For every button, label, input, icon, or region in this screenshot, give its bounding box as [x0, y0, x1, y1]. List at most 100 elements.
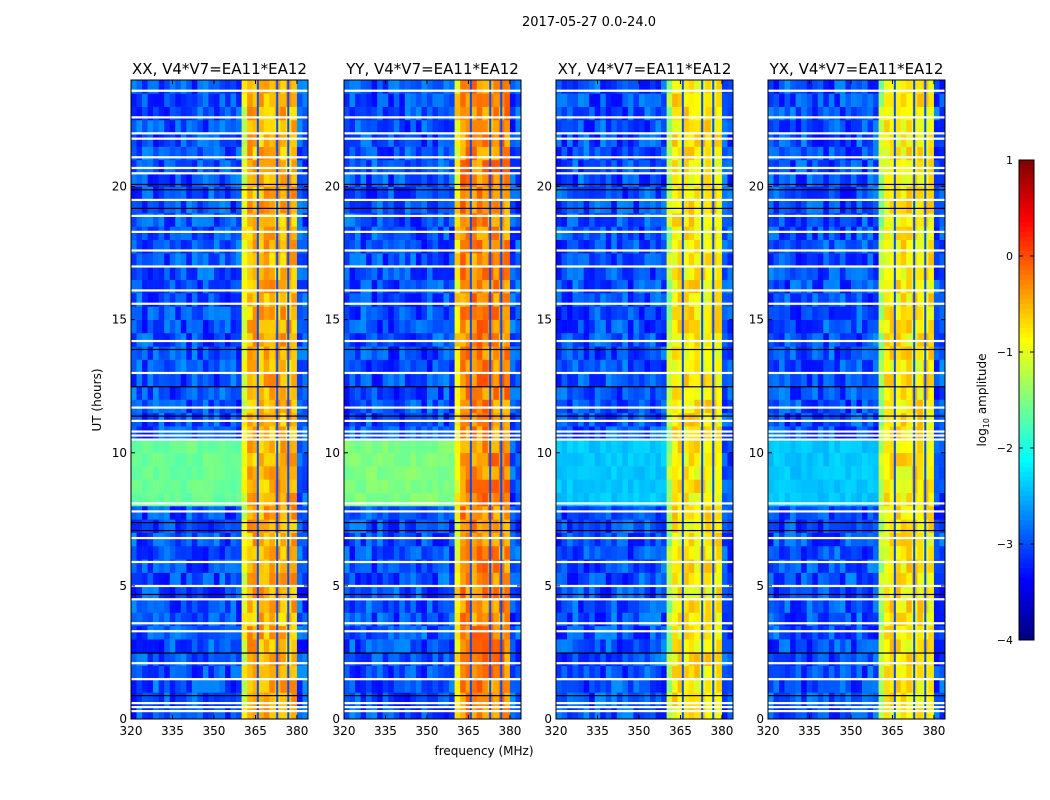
- heatmap-cell: [561, 572, 568, 587]
- heatmap-cell: [258, 572, 265, 587]
- heatmap-cell: [716, 279, 723, 294]
- heatmap-cell: [142, 412, 148, 427]
- y-tick-label: 15: [537, 313, 552, 327]
- heatmap-cell: [197, 692, 204, 706]
- heatmap-cell: [705, 625, 712, 640]
- heatmap-cell: [705, 492, 712, 507]
- heatmap-cell: [666, 226, 673, 241]
- heatmap-cell: [817, 652, 824, 667]
- heatmap-cell: [504, 705, 511, 720]
- heatmap-cell: [600, 599, 607, 613]
- heatmap-cell: [672, 492, 678, 507]
- heatmap-cell: [164, 585, 171, 600]
- heatmap-cell: [567, 306, 573, 320]
- heatmap-cell: [291, 532, 298, 547]
- heatmap-cell: [705, 346, 712, 360]
- heatmap-cell: [515, 399, 522, 414]
- heatmap-cell: [302, 306, 309, 320]
- heatmap-cell: [622, 119, 629, 134]
- heatmap-cell: [236, 466, 242, 480]
- heatmap-cell: [142, 506, 148, 520]
- heatmap-cell: [677, 159, 684, 174]
- heatmap-cell: [633, 253, 640, 267]
- heatmap-cell: [556, 119, 562, 134]
- heatmap-cell: [410, 239, 417, 254]
- heatmap-cell: [280, 506, 287, 520]
- heatmap-cell: [180, 612, 187, 627]
- heatmap-cell: [153, 439, 159, 454]
- heatmap-cell: [443, 412, 450, 427]
- flagged-row: [556, 434, 733, 437]
- heatmap-cell: [465, 173, 472, 187]
- heatmap-cell: [644, 319, 651, 334]
- heatmap-cell: [404, 506, 411, 520]
- heatmap-cell: [377, 519, 384, 533]
- heatmap-cell: [225, 692, 231, 706]
- heatmap-cell: [136, 612, 143, 627]
- heatmap-cell: [578, 346, 584, 360]
- heatmap-cell: [438, 186, 444, 201]
- heatmap-cell: [263, 306, 270, 320]
- heatmap-cell: [175, 159, 182, 174]
- heatmap-cell: [567, 532, 573, 547]
- heatmap-cell: [213, 93, 220, 107]
- heatmap-cell: [482, 293, 489, 307]
- heatmap-cell: [377, 479, 384, 493]
- heatmap-cell: [388, 545, 395, 560]
- heatmap-cell: [404, 346, 411, 360]
- heatmap-cell: [355, 226, 361, 241]
- heatmap-cell: [655, 106, 662, 121]
- heatmap-cell: [727, 133, 734, 147]
- heatmap-cell: [672, 705, 678, 720]
- heatmap-cell: [666, 599, 673, 613]
- heatmap-cell: [175, 399, 182, 414]
- heatmap-cell: [515, 119, 522, 134]
- heatmap-cell: [768, 665, 774, 680]
- heatmap-cell: [666, 186, 673, 201]
- heatmap-cell: [443, 80, 450, 94]
- x-tick-label: 335: [374, 724, 397, 738]
- heatmap-cell: [241, 705, 248, 720]
- heatmap-cell: [616, 80, 623, 94]
- heatmap-cell: [219, 279, 226, 294]
- heatmap-cell: [202, 173, 209, 187]
- heatmap-cell: [683, 173, 690, 187]
- heatmap-cell: [382, 173, 389, 187]
- heatmap-cell: [493, 705, 500, 720]
- heatmap-cell: [561, 319, 568, 334]
- heatmap-cell: [721, 572, 728, 587]
- heatmap-cell: [727, 599, 734, 613]
- heatmap-cell: [371, 452, 378, 467]
- heatmap-cell: [280, 372, 287, 387]
- heatmap-cell: [344, 199, 350, 214]
- y-tick-label: 0: [544, 712, 552, 726]
- heatmap-cell: [197, 585, 204, 600]
- heatmap-cell: [399, 572, 406, 587]
- heatmap-cell: [567, 93, 573, 107]
- heatmap-cell: [561, 226, 568, 241]
- heatmap-cell: [302, 559, 309, 573]
- heatmap-cell: [666, 293, 673, 307]
- flagged-row: [556, 230, 733, 233]
- heatmap-cell: [688, 412, 695, 427]
- heatmap-cell: [186, 93, 193, 107]
- heatmap-cell: [426, 692, 433, 706]
- heatmap-cell: [661, 386, 667, 400]
- heatmap-cell: [426, 545, 433, 560]
- heatmap-cell: [263, 386, 270, 400]
- flagged-row: [131, 510, 308, 513]
- heatmap-cell: [504, 359, 511, 374]
- heatmap-cell: [622, 332, 629, 347]
- x-tick-label: 365: [457, 724, 480, 738]
- heatmap-cell: [616, 492, 623, 507]
- heatmap-cell: [465, 692, 472, 706]
- heatmap-cell: [131, 652, 137, 667]
- heatmap-cell: [611, 439, 618, 454]
- heatmap-cell: [471, 532, 478, 547]
- heatmap-cell: [247, 612, 253, 627]
- heatmap-cell: [655, 346, 662, 360]
- heatmap-cell: [219, 559, 226, 573]
- heatmap-cell: [153, 386, 159, 400]
- heatmap-cell: [230, 146, 237, 161]
- heatmap-cell: [661, 159, 667, 174]
